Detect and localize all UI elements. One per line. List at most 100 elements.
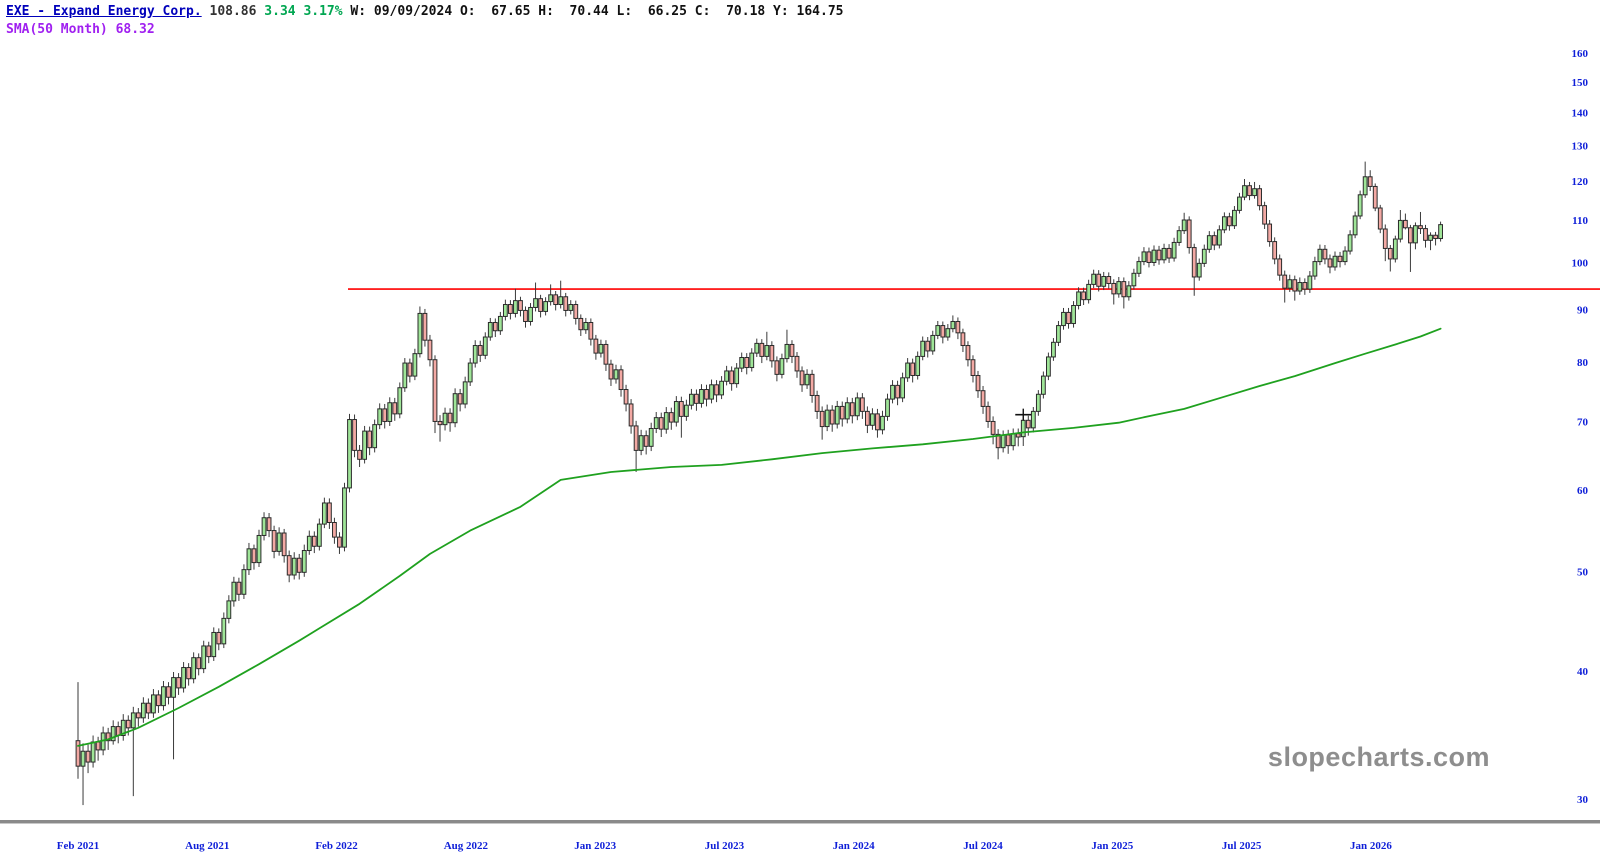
weekly-candle[interactable] bbox=[744, 357, 750, 369]
weekly-candle[interactable] bbox=[462, 381, 468, 405]
weekly-candle[interactable] bbox=[643, 435, 649, 447]
weekly-candle[interactable] bbox=[437, 420, 443, 426]
weekly-candle[interactable] bbox=[1035, 393, 1041, 412]
weekly-candle[interactable] bbox=[156, 694, 161, 707]
weekly-candle[interactable] bbox=[75, 740, 81, 767]
weekly-candle[interactable] bbox=[935, 325, 941, 336]
weekly-candle[interactable] bbox=[523, 309, 528, 322]
weekly-candle[interactable] bbox=[960, 332, 966, 347]
weekly-candle[interactable] bbox=[477, 345, 483, 356]
weekly-candle[interactable] bbox=[1051, 341, 1056, 358]
weekly-candle[interactable] bbox=[1377, 207, 1383, 230]
weekly-candle[interactable] bbox=[1257, 188, 1262, 207]
weekly-candle[interactable] bbox=[769, 345, 775, 362]
weekly-candle[interactable] bbox=[472, 345, 478, 364]
weekly-candle[interactable] bbox=[1247, 185, 1252, 197]
weekly-candle[interactable] bbox=[286, 555, 292, 576]
weekly-candle[interactable] bbox=[1010, 433, 1016, 447]
weekly-candle[interactable] bbox=[749, 352, 755, 369]
weekly-candle[interactable] bbox=[342, 487, 347, 548]
weekly-candle[interactable] bbox=[648, 428, 654, 447]
weekly-candle[interactable] bbox=[1141, 251, 1147, 263]
weekly-candle[interactable] bbox=[392, 402, 398, 415]
weekly-candle[interactable] bbox=[1372, 185, 1378, 209]
weekly-candle[interactable] bbox=[849, 402, 855, 417]
weekly-candle[interactable] bbox=[1302, 282, 1308, 290]
weekly-candle[interactable] bbox=[689, 393, 694, 406]
weekly-candle[interactable] bbox=[940, 325, 946, 338]
weekly-candle[interactable] bbox=[432, 359, 438, 422]
weekly-candle[interactable] bbox=[482, 336, 488, 356]
weekly-candle[interactable] bbox=[1091, 273, 1097, 285]
weekly-candle[interactable] bbox=[1433, 234, 1438, 240]
weekly-candle[interactable] bbox=[573, 304, 579, 319]
weekly-candle[interactable] bbox=[910, 362, 916, 377]
weekly-candle[interactable] bbox=[276, 532, 282, 552]
weekly-candle[interactable] bbox=[925, 340, 931, 352]
weekly-candle[interactable] bbox=[1342, 250, 1348, 263]
weekly-candle[interactable] bbox=[1392, 238, 1398, 260]
weekly-candle[interactable] bbox=[1252, 188, 1257, 197]
weekly-candle[interactable] bbox=[145, 702, 151, 714]
weekly-candle[interactable] bbox=[206, 645, 212, 658]
weekly-candle[interactable] bbox=[256, 534, 262, 564]
weekly-candle[interactable] bbox=[1297, 282, 1303, 292]
weekly-candle[interactable] bbox=[553, 294, 559, 306]
weekly-candle[interactable] bbox=[417, 312, 423, 355]
weekly-candle[interactable] bbox=[799, 370, 805, 386]
weekly-candle[interactable] bbox=[1146, 251, 1152, 263]
weekly-candle[interactable] bbox=[528, 306, 533, 322]
weekly-candle[interactable] bbox=[311, 535, 317, 547]
weekly-candle[interactable] bbox=[970, 359, 976, 377]
weekly-candle[interactable] bbox=[864, 410, 870, 426]
weekly-candle[interactable] bbox=[151, 694, 156, 714]
weekly-candle[interactable] bbox=[724, 370, 730, 382]
weekly-candle[interactable] bbox=[176, 677, 181, 689]
weekly-candle[interactable] bbox=[548, 294, 554, 303]
weekly-candle[interactable] bbox=[261, 517, 267, 536]
weekly-candle[interactable] bbox=[1332, 255, 1338, 268]
weekly-candle[interactable] bbox=[568, 304, 574, 311]
weekly-candle[interactable] bbox=[1005, 434, 1011, 447]
weekly-candle[interactable] bbox=[809, 373, 815, 396]
weekly-candle[interactable] bbox=[1151, 249, 1157, 263]
weekly-candle[interactable] bbox=[633, 425, 639, 451]
weekly-candle[interactable] bbox=[673, 401, 679, 423]
weekly-candle[interactable] bbox=[678, 401, 684, 417]
weekly-candle[interactable] bbox=[1357, 194, 1363, 217]
weekly-candle[interactable] bbox=[985, 405, 991, 422]
weekly-candle[interactable] bbox=[875, 413, 880, 431]
weekly-candle[interactable] bbox=[1237, 196, 1242, 211]
weekly-candle[interactable] bbox=[85, 750, 91, 763]
weekly-candle[interactable] bbox=[1191, 247, 1197, 278]
weekly-candle[interactable] bbox=[1086, 283, 1092, 301]
weekly-candle[interactable] bbox=[915, 355, 921, 377]
weekly-candle[interactable] bbox=[251, 548, 257, 564]
weekly-candle[interactable] bbox=[608, 363, 614, 380]
weekly-candle[interactable] bbox=[231, 581, 237, 602]
weekly-candle[interactable] bbox=[804, 373, 810, 386]
weekly-candle[interactable] bbox=[266, 517, 272, 532]
weekly-candle[interactable] bbox=[422, 312, 428, 341]
weekly-candle[interactable] bbox=[1272, 241, 1278, 260]
weekly-candle[interactable] bbox=[246, 548, 252, 571]
weekly-candle[interactable] bbox=[387, 402, 393, 422]
weekly-candle[interactable] bbox=[839, 405, 845, 420]
weekly-candle[interactable] bbox=[819, 410, 825, 428]
weekly-candle[interactable] bbox=[513, 300, 518, 314]
weekly-candle[interactable] bbox=[1232, 209, 1237, 227]
weekly-candle[interactable] bbox=[347, 419, 352, 489]
weekly-candle[interactable] bbox=[407, 362, 413, 377]
weekly-candle[interactable] bbox=[301, 550, 307, 573]
weekly-candle[interactable] bbox=[699, 389, 704, 404]
weekly-candle[interactable] bbox=[367, 430, 373, 449]
weekly-candle[interactable] bbox=[1267, 223, 1273, 243]
weekly-candle[interactable] bbox=[1201, 248, 1207, 264]
weekly-candle[interactable] bbox=[447, 412, 453, 424]
weekly-candle[interactable] bbox=[955, 320, 961, 334]
weekly-candle[interactable] bbox=[327, 502, 332, 524]
weekly-candle[interactable] bbox=[135, 712, 141, 719]
weekly-candle[interactable] bbox=[618, 369, 624, 391]
weekly-candle[interactable] bbox=[1262, 205, 1268, 225]
